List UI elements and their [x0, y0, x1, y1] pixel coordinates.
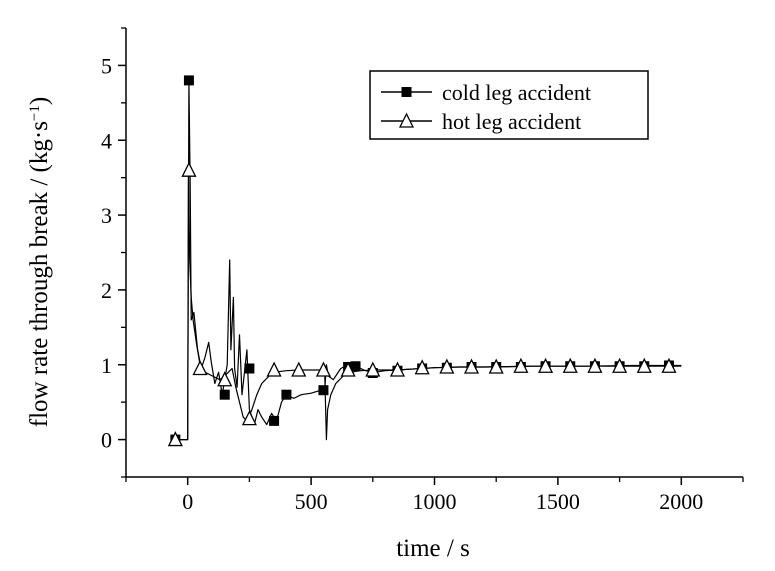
x-tick-labels: 0 500 1000 1500 2000 — [182, 489, 703, 514]
series-hot-leg-accident — [167, 161, 682, 447]
data-point-hot-leg-accident — [661, 357, 677, 373]
legend-box — [369, 70, 649, 140]
data-point-cold-leg-accident — [183, 75, 194, 86]
data-point-cold-leg-accident — [281, 389, 292, 400]
y-axis-title-close: ) — [26, 97, 53, 105]
y-tick-labels: 0 1 2 3 4 5 — [101, 53, 112, 452]
y-axis-title-main: flow rate through break / (kg·s — [26, 121, 53, 427]
data-point-hot-leg-accident — [192, 360, 208, 376]
data-point-hot-leg-accident — [365, 361, 381, 377]
x-tick-label: 1500 — [536, 489, 580, 514]
data-point-hot-leg-accident — [266, 361, 282, 377]
data-point-hot-leg-accident — [414, 359, 430, 375]
series-line-hot-leg-accident — [172, 169, 682, 441]
data-point-hot-leg-accident — [291, 361, 307, 377]
x-tick-label: 2000 — [659, 489, 703, 514]
y-tick-label: 2 — [101, 278, 112, 303]
data-point-hot-leg-accident — [167, 431, 183, 447]
data-point-hot-leg-accident — [538, 357, 554, 373]
data-point-hot-leg-accident — [612, 357, 628, 373]
x-tick-label: 1000 — [413, 489, 457, 514]
data-point-hot-leg-accident — [217, 371, 233, 387]
data-point-hot-leg-accident — [439, 358, 455, 374]
x-tick-label: 0 — [182, 489, 193, 514]
y-tick-label: 3 — [101, 203, 112, 228]
series-layer — [167, 75, 682, 447]
legend-label-cold-leg: cold leg accident — [442, 80, 591, 105]
data-point-hot-leg-accident — [636, 357, 652, 373]
data-point-hot-leg-accident — [562, 357, 578, 373]
legend-marker-cold-leg — [401, 87, 412, 97]
data-point-hot-leg-accident — [241, 410, 257, 426]
axes — [118, 27, 744, 485]
y-tick-label: 1 — [101, 353, 112, 378]
data-point-cold-leg-accident — [269, 415, 280, 426]
data-point-cold-leg-accident — [219, 389, 230, 400]
data-point-hot-leg-accident — [587, 357, 603, 373]
x-tick-label: 500 — [295, 489, 328, 514]
y-axis-title-superscript: −1 — [27, 105, 43, 121]
data-point-cold-leg-accident — [244, 363, 255, 374]
data-point-hot-leg-accident — [340, 361, 356, 377]
y-tick-label: 0 — [101, 428, 112, 453]
data-point-hot-leg-accident — [315, 361, 331, 377]
data-point-cold-leg-accident — [350, 361, 361, 372]
data-point-hot-leg-accident — [513, 357, 529, 373]
legend-marker-hot-leg — [398, 112, 415, 128]
data-point-cold-leg-accident — [318, 385, 329, 396]
y-tick-label: 5 — [101, 53, 112, 78]
data-point-hot-leg-accident — [488, 358, 504, 374]
y-axis-title: flow rate through break / (kg·s−1) — [26, 97, 53, 427]
data-point-hot-leg-accident — [389, 361, 406, 377]
legend-label-hot-leg: hot leg accident — [442, 109, 581, 134]
data-point-hot-leg-accident — [181, 161, 197, 177]
data-point-hot-leg-accident — [463, 358, 480, 374]
legend: cold leg accident hot leg accident — [369, 70, 649, 140]
x-axis-title: time / s — [396, 535, 470, 562]
y-tick-label: 4 — [101, 128, 112, 153]
